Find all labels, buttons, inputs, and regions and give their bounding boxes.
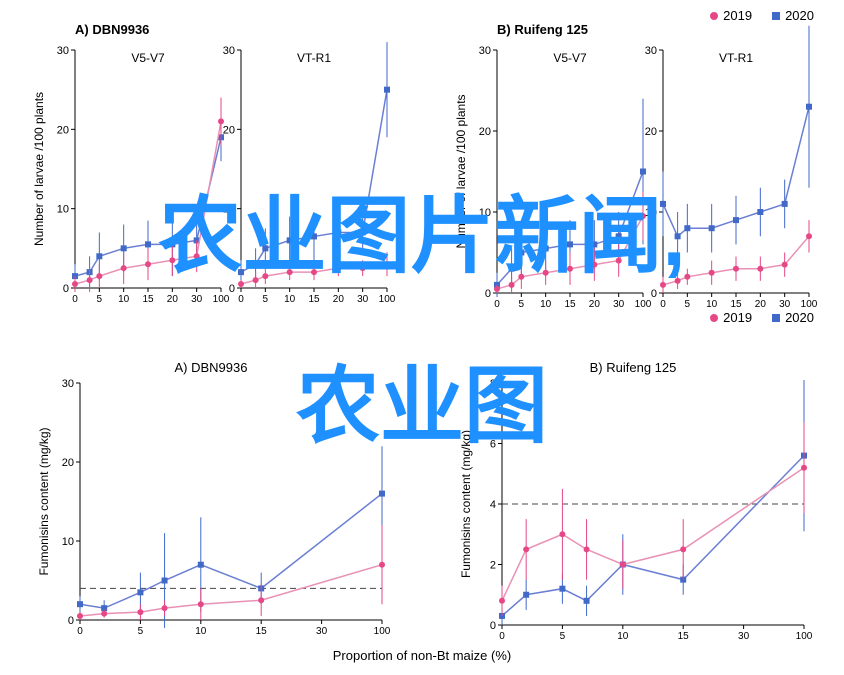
svg-text:30: 30 (62, 378, 74, 390)
legend-marker-2020-b (772, 314, 780, 322)
svg-text:30: 30 (57, 45, 69, 57)
svg-text:15: 15 (564, 299, 576, 310)
svg-text:B) Ruifeng 125: B) Ruifeng 125 (497, 22, 588, 37)
svg-text:15: 15 (256, 626, 268, 637)
svg-text:10: 10 (284, 294, 296, 305)
panel-bottom-b: B) Ruifeng 125 0 2 4 6 8 0 5 10 15 30 100 Fumonisins… (442, 358, 824, 665)
legend-marker-2019 (710, 12, 718, 20)
svg-text:Fumonisins content (mg/kg): Fumonisins content (mg/kg) (37, 427, 51, 575)
svg-text:5: 5 (138, 626, 144, 637)
legend-label-2020: 2020 (785, 8, 814, 23)
svg-text:15: 15 (678, 631, 690, 642)
svg-text:100: 100 (801, 299, 818, 310)
legend-2020-b: 2020 (772, 310, 814, 325)
svg-text:30: 30 (779, 299, 791, 310)
panel-top-a: A) DBN993601020300510152030100Number of … (20, 20, 402, 338)
svg-text:10: 10 (118, 294, 130, 305)
svg-text:0: 0 (229, 283, 235, 295)
svg-text:10: 10 (706, 299, 718, 310)
svg-text:0: 0 (660, 299, 666, 310)
legend-marker-2019-b (710, 314, 718, 322)
svg-text:30: 30 (645, 45, 657, 57)
svg-text:100: 100 (796, 631, 813, 642)
svg-text:Number of larvae /100 plants: Number of larvae /100 plants (32, 92, 46, 246)
svg-text:15: 15 (308, 294, 320, 305)
svg-text:6: 6 (490, 439, 496, 451)
legend-label-2019-b: 2019 (723, 310, 752, 325)
legend-2019: 2019 (710, 8, 752, 23)
legend-bottom: 2019 2020 (710, 310, 814, 325)
svg-text:30: 30 (191, 294, 203, 305)
panel-bottom-a: A) DBN9936 0 10 20 30 0 5 10 15 30 100 Fumonisins c… (20, 358, 402, 665)
svg-text:0: 0 (494, 299, 500, 310)
chart-grid: A) DBN993601020300510152030100Number of … (20, 20, 824, 655)
svg-text:15: 15 (142, 294, 154, 305)
svg-text:10: 10 (479, 207, 491, 219)
legend-2020: 2020 (772, 8, 814, 23)
svg-text:0: 0 (68, 615, 74, 627)
svg-text:B) Ruifeng 125: B) Ruifeng 125 (590, 360, 677, 375)
svg-text:10: 10 (540, 299, 552, 310)
svg-text:15: 15 (730, 299, 742, 310)
svg-text:30: 30 (738, 631, 750, 642)
svg-text:4: 4 (490, 499, 496, 511)
svg-text:10: 10 (617, 631, 629, 642)
svg-text:30: 30 (613, 299, 625, 310)
legend-label-2020-b: 2020 (785, 310, 814, 325)
svg-text:10: 10 (223, 204, 235, 216)
svg-text:10: 10 (195, 626, 207, 637)
svg-text:A) DBN9936: A) DBN9936 (75, 22, 149, 37)
svg-text:0: 0 (485, 288, 491, 300)
svg-text:VT-R1: VT-R1 (719, 51, 753, 65)
svg-text:20: 20 (57, 124, 69, 136)
svg-text:0: 0 (72, 294, 78, 305)
legend-marker-2020 (772, 12, 780, 20)
svg-text:5: 5 (519, 299, 525, 310)
legend-2019-b: 2019 (710, 310, 752, 325)
svg-text:10: 10 (62, 536, 74, 548)
svg-text:5: 5 (685, 299, 691, 310)
svg-text:VT-R1: VT-R1 (297, 51, 331, 65)
svg-text:10: 10 (57, 204, 69, 216)
legend-label-2019: 2019 (723, 8, 752, 23)
svg-text:30: 30 (357, 294, 369, 305)
svg-text:5: 5 (560, 631, 566, 642)
svg-text:30: 30 (223, 45, 235, 57)
svg-text:0: 0 (499, 631, 505, 642)
svg-text:Number of larvae /100 plants: Number of larvae /100 plants (454, 94, 468, 248)
svg-text:V5-V7: V5-V7 (553, 51, 587, 65)
shared-x-axis-label: Proportion of non-Bt maize (%) (333, 648, 511, 663)
svg-text:20: 20 (333, 294, 345, 305)
svg-text:20: 20 (589, 299, 601, 310)
svg-text:0: 0 (490, 620, 496, 632)
svg-text:5: 5 (263, 294, 269, 305)
svg-text:0: 0 (63, 283, 69, 295)
svg-text:8: 8 (490, 378, 496, 390)
svg-text:20: 20 (223, 124, 235, 136)
svg-text:0: 0 (77, 626, 83, 637)
svg-text:20: 20 (62, 457, 74, 469)
svg-text:V5-V7: V5-V7 (131, 51, 165, 65)
svg-text:30: 30 (479, 45, 491, 57)
svg-text:5: 5 (97, 294, 103, 305)
svg-text:20: 20 (645, 126, 657, 138)
svg-text:100: 100 (374, 626, 391, 637)
svg-text:20: 20 (755, 299, 767, 310)
svg-text:100: 100 (213, 294, 230, 305)
legend-top: 2019 2020 (710, 8, 814, 23)
svg-text:Fumonisins content (mg/kg): Fumonisins content (mg/kg) (459, 430, 473, 578)
svg-text:10: 10 (645, 207, 657, 219)
svg-text:2: 2 (490, 560, 496, 572)
svg-text:20: 20 (479, 126, 491, 138)
svg-text:100: 100 (635, 299, 652, 310)
svg-text:0: 0 (238, 294, 244, 305)
svg-text:0: 0 (651, 288, 657, 300)
svg-text:A) DBN9936: A) DBN9936 (175, 360, 248, 375)
svg-text:30: 30 (316, 626, 328, 637)
svg-text:100: 100 (379, 294, 396, 305)
svg-text:20: 20 (167, 294, 179, 305)
panel-top-b: B) Ruifeng 12501020300510152030100Number… (442, 20, 824, 338)
